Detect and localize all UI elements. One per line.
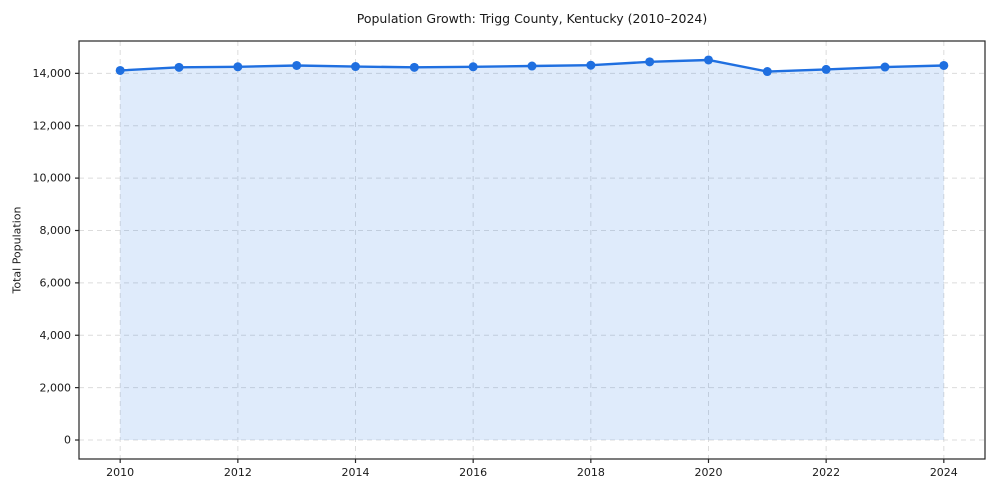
y-tick-label: 12,000	[33, 119, 72, 132]
x-tick-label: 2016	[459, 466, 487, 479]
data-point	[645, 57, 655, 67]
y-tick-label: 6,000	[40, 276, 72, 289]
data-point	[880, 62, 890, 72]
x-tick-label: 2012	[224, 466, 252, 479]
data-point	[174, 62, 184, 72]
data-point	[233, 62, 243, 72]
y-tick-label: 0	[64, 434, 71, 447]
y-tick-label: 8,000	[40, 224, 72, 237]
plot-frame	[78, 40, 986, 460]
data-point	[939, 60, 949, 70]
data-point	[115, 65, 125, 75]
data-point	[468, 62, 478, 72]
data-point	[527, 61, 537, 71]
data-point	[351, 62, 361, 72]
y-tick-label: 14,000	[33, 67, 72, 80]
x-tick-label: 2014	[342, 466, 370, 479]
x-tick-label: 2024	[930, 466, 958, 479]
data-point	[292, 60, 302, 70]
x-tick-label: 2018	[577, 466, 605, 479]
y-tick-label: 4,000	[40, 329, 72, 342]
y-tick-label: 2,000	[40, 381, 72, 394]
x-tick-label: 2022	[812, 466, 840, 479]
data-point	[586, 60, 596, 70]
data-point	[762, 67, 772, 77]
data-point	[821, 64, 831, 74]
data-point	[703, 55, 713, 65]
data-point	[409, 62, 419, 72]
y-tick-label: 10,000	[33, 172, 72, 185]
x-tick-label: 2020	[694, 466, 722, 479]
area-fill	[120, 59, 944, 441]
chart-title: Population Growth: Trigg County, Kentuck…	[356, 11, 708, 26]
x-tick-label: 2010	[106, 466, 134, 479]
